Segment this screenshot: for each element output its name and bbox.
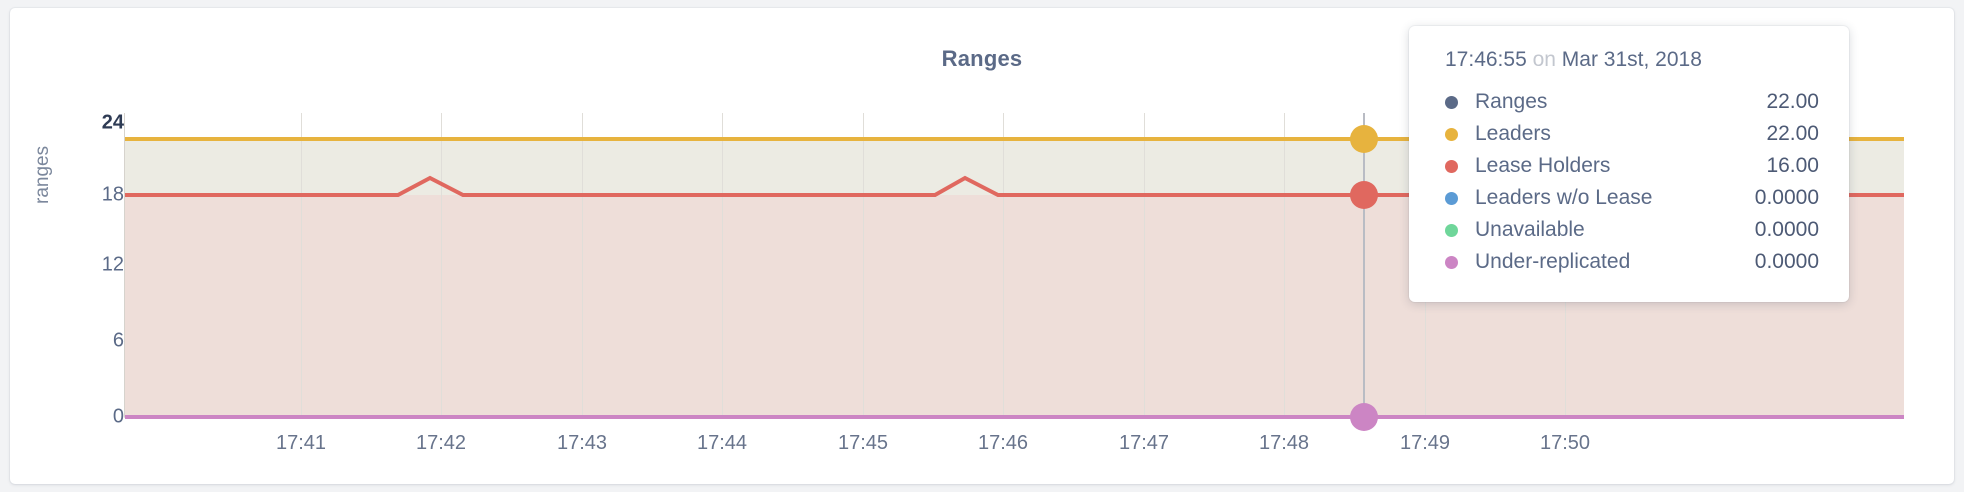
y-tick-6: 6 (112, 329, 124, 352)
tooltip-row-under-replicated: Under-replicated 0.0000 (1445, 246, 1819, 278)
hover-cursor-line[interactable] (1363, 113, 1365, 417)
y-tick-24: 24 (101, 111, 124, 134)
y-tick-18: 18 (101, 183, 124, 206)
gridline-v-1746 (1003, 113, 1004, 416)
x-tick-1749: 17:49 (1399, 432, 1451, 454)
ranges-chart-card: Ranges ranges (10, 8, 1954, 484)
x-tick-1744: 17:44 (696, 432, 748, 454)
y-axis-line (124, 113, 125, 417)
tooltip-time: 17:46:55 (1445, 48, 1527, 71)
x-tick-1742: 17:42 (415, 432, 467, 454)
page-title: Ranges (941, 46, 1023, 71)
line-lease-holders (125, 175, 1904, 197)
dot-icon-ranges (1445, 95, 1458, 109)
tooltip-label-unavailable: Unavailable (1475, 218, 1585, 241)
point-leaders[interactable] (1350, 125, 1378, 153)
tooltip-label-leaders: Leaders (1475, 122, 1551, 145)
x-tick-1745: 17:45 (837, 432, 889, 454)
gridline-v-1747 (1144, 113, 1145, 416)
x-tick-1750: 17:50 (1539, 432, 1591, 454)
tooltip-label-lease-holders: Lease Holders (1475, 154, 1611, 177)
tooltip-label-leaders-wo-lease: Leaders w/o Lease (1475, 186, 1653, 209)
dot-icon-lease-holders (1445, 159, 1458, 173)
gridline-v-1743 (582, 113, 583, 416)
dot-icon-unavailable (1445, 223, 1458, 237)
point-under-replicated[interactable] (1350, 403, 1378, 431)
point-lease-holders[interactable] (1350, 181, 1378, 209)
tooltip-row-lease-holders: Lease Holders 16.00 (1445, 150, 1819, 182)
tooltip-value-lease-holders: 16.00 (1766, 154, 1819, 177)
x-tick-1748: 17:48 (1258, 432, 1310, 454)
dot-icon-leaders (1445, 127, 1458, 141)
tooltip-header: 17:46:55 on Mar 31st, 2018 (1445, 48, 1819, 72)
x-tick-1747: 17:47 (1118, 432, 1170, 454)
tooltip-date: Mar 31st, 2018 (1561, 48, 1702, 71)
tooltip-label-under-replicated: Under-replicated (1475, 250, 1631, 273)
tooltip-row-leaders: Leaders 22.00 (1445, 118, 1819, 150)
dot-icon-leaders-wo-lease (1445, 191, 1458, 205)
gridline-v-1745 (863, 113, 864, 416)
tooltip-on-word: on (1532, 48, 1556, 71)
tooltip-row-ranges: Ranges 22.00 (1445, 86, 1819, 118)
tooltip-row-unavailable: Unavailable 0.0000 (1445, 214, 1819, 246)
gridline-v-1742 (441, 113, 442, 416)
tooltip-value-leaders: 22.00 (1766, 122, 1819, 145)
y-tick-12: 12 (101, 253, 124, 276)
tooltip-value-unavailable: 0.0000 (1754, 218, 1819, 241)
hover-tooltip: 17:46:55 on Mar 31st, 2018 Ranges 22.00 … (1409, 26, 1849, 302)
tooltip-label-ranges: Ranges (1475, 90, 1548, 113)
tooltip-value-under-replicated: 0.0000 (1754, 250, 1819, 273)
tooltip-value-leaders-wo-lease: 0.0000 (1754, 186, 1819, 209)
gridline-v-1744 (722, 113, 723, 416)
gridline-v-1748 (1284, 113, 1285, 416)
x-tick-1743: 17:43 (556, 432, 608, 454)
x-tick-1746: 17:46 (977, 432, 1029, 454)
gridline-v-1741 (301, 113, 302, 416)
x-tick-1741: 17:41 (275, 432, 327, 454)
tooltip-row-leaders-wo-lease: Leaders w/o Lease 0.0000 (1445, 182, 1819, 214)
y-tick-0: 0 (112, 405, 124, 428)
tooltip-value-ranges: 22.00 (1766, 90, 1819, 113)
dot-icon-under-replicated (1445, 255, 1458, 269)
